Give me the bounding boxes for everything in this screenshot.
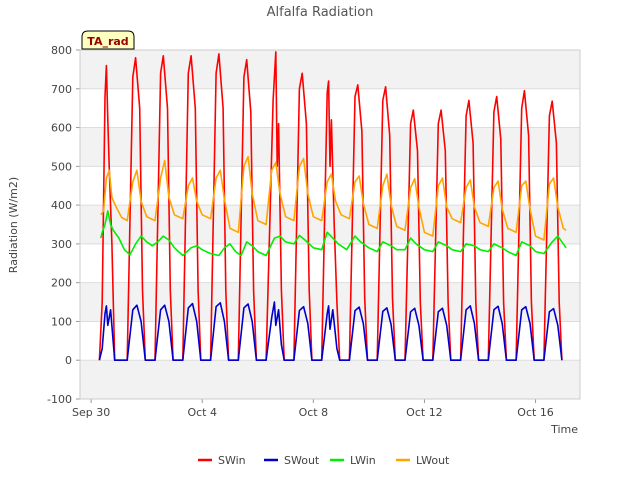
legend: SWin SWout LWin LWout: [198, 454, 450, 467]
x-tick-label: Oct 12: [406, 406, 443, 419]
x-tick-label: Oct 16: [517, 406, 554, 419]
ta-rad-badge: TA_rad: [81, 30, 135, 50]
x-tick-label: Oct 4: [187, 406, 217, 419]
plot-band: [80, 282, 580, 322]
legend-item-lwin: LWin: [330, 454, 376, 467]
series-line-lwin: [100, 210, 567, 257]
y-tick-label: -100: [47, 393, 72, 406]
y-tick-label: 400: [51, 199, 72, 212]
legend-label: SWin: [218, 454, 246, 467]
legend-label: LWout: [416, 454, 450, 467]
y-axis-ticks: -100 0 100 200 300 400 500 600 700 800: [47, 44, 80, 406]
legend-item-lwout: LWout: [396, 454, 450, 467]
y-tick-label: 0: [65, 354, 72, 367]
y-tick-label: 600: [51, 122, 72, 135]
y-tick-label: 700: [51, 83, 72, 96]
plot-band: [80, 360, 580, 399]
legend-item-swin: SWin: [198, 454, 246, 467]
series-lines: [98, 51, 567, 361]
y-tick-label: 500: [51, 160, 72, 173]
legend-label: LWin: [350, 454, 376, 467]
legend-label: SWout: [284, 454, 320, 467]
x-tick-label: Oct 8: [299, 406, 329, 419]
ta-rad-badge-label: TA_rad: [87, 35, 128, 48]
plot-band: [80, 50, 580, 89]
series-line-lwout: [100, 155, 567, 241]
series-line-swout: [98, 301, 563, 361]
plot-band: [80, 205, 580, 244]
y-tick-label: 300: [51, 238, 72, 251]
chart-title: Alfalfa Radiation: [267, 5, 374, 20]
y-tick-label: 800: [51, 44, 72, 57]
plot-frame: [79, 49, 581, 400]
y-tick-label: 100: [51, 315, 72, 328]
y-tick-label: 200: [51, 277, 72, 290]
x-axis-label: Time: [550, 423, 578, 436]
x-tick-label: Sep 30: [72, 406, 110, 419]
legend-item-swout: SWout: [264, 454, 320, 467]
x-axis-ticks: Sep 30 Oct 4 Oct 8 Oct 12 Oct 16: [72, 399, 554, 419]
y-axis-label: Radiation (W/m2): [7, 177, 20, 273]
